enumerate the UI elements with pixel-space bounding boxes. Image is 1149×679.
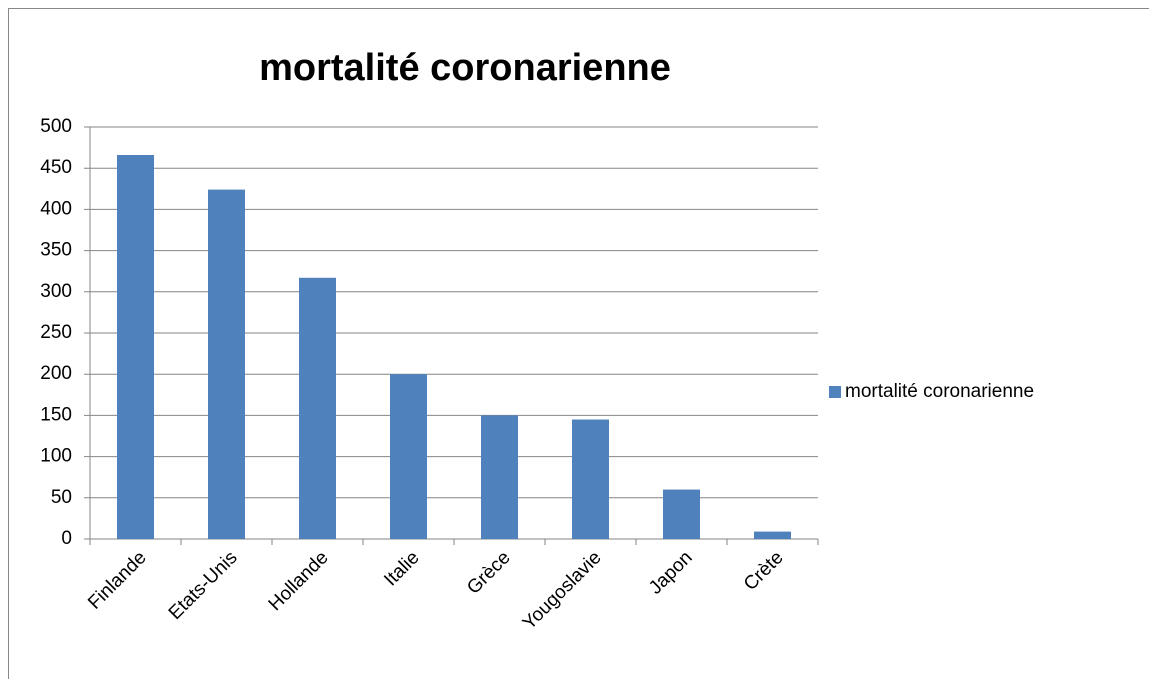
bar <box>481 415 518 539</box>
y-tick-label: 250 <box>40 322 72 343</box>
legend-swatch <box>829 386 841 398</box>
y-tick-label: 100 <box>40 446 72 467</box>
bar <box>390 374 427 539</box>
chart-border <box>8 8 1149 679</box>
y-tick-label: 400 <box>40 198 72 219</box>
bar <box>299 277 336 539</box>
y-tick-label: 200 <box>40 363 72 384</box>
bar <box>572 419 609 539</box>
y-tick-label: 50 <box>51 487 72 508</box>
y-tick-label: 350 <box>40 240 72 261</box>
bar <box>754 531 791 539</box>
legend-label: mortalité coronarienne <box>845 381 1034 402</box>
bar <box>663 489 700 539</box>
y-tick-label: 150 <box>40 404 72 425</box>
chart-title: mortalité coronarienne <box>259 47 671 89</box>
y-tick-label: 450 <box>40 157 72 178</box>
bar <box>117 155 154 540</box>
bar <box>208 189 245 539</box>
y-tick-label: 0 <box>61 528 72 549</box>
y-tick-label: 500 <box>40 116 72 137</box>
y-tick-label: 300 <box>40 281 72 302</box>
